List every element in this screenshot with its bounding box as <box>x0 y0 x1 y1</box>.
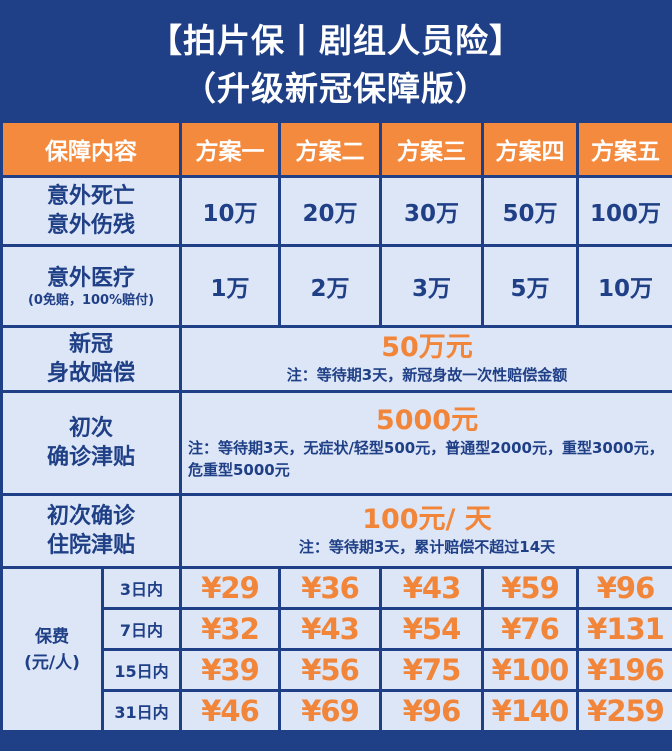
price-cell: ¥140 <box>481 689 579 733</box>
days-cell: 7日内 <box>101 607 182 651</box>
premium-row: 31日内 ¥46 ¥69 ¥96 ¥140 ¥259 <box>2 689 672 733</box>
premium-row: 15日内 ¥39 ¥56 ¥75 ¥100 ¥196 <box>2 648 672 692</box>
header-plan-3: 方案三 <box>379 120 484 178</box>
amount: 100元/ 天 <box>362 504 492 535</box>
label-line: 意外伤残 <box>46 213 135 238</box>
price-cell: ¥196 <box>576 648 672 692</box>
page-subtitle: （升级新冠保障版） <box>183 69 489 108</box>
merged-cell: 100元/ 天 注：等待期3天，累计赔偿不超过14天 <box>179 493 672 569</box>
price-cell: ¥36 <box>278 566 382 610</box>
label-line: 意外医疗 <box>46 265 135 291</box>
row-accident-death: 意外死亡 意外伤残 10万 20万 30万 50万 100万 <box>0 175 672 247</box>
plan-table: 保障内容 方案一 方案二 方案三 方案四 方案五 意外死亡 意外伤残 10万 2… <box>0 120 672 733</box>
label-line: 保费 <box>35 626 69 647</box>
merged-cell: 5000元 注：等待期3天，无症状/轻型500元，普通型2000元，重型3000… <box>179 390 672 496</box>
row-label: 初次确诊 住院津贴 <box>0 493 182 569</box>
label-line: 意外死亡 <box>46 184 135 209</box>
note: 注：等待期3天，新冠身故一次性赔偿金额 <box>286 366 568 384</box>
note: 注：等待期3天，累计赔偿不超过14天 <box>298 538 556 556</box>
price-cell: ¥54 <box>379 607 484 651</box>
price-cell: ¥131 <box>576 607 672 651</box>
header-plan-4: 方案四 <box>481 120 579 178</box>
value-cell: 10万 <box>576 244 672 328</box>
label-line: 初次 <box>68 416 113 441</box>
note: 注：等待期3天，无症状/轻型500元，普通型2000元，重型3000元，危重型5… <box>188 439 664 479</box>
price-cell: ¥59 <box>481 566 579 610</box>
label-line: 确诊津贴 <box>46 445 135 470</box>
row-hospital-allowance: 初次确诊 住院津贴 100元/ 天 注：等待期3天，累计赔偿不超过14天 <box>0 493 672 569</box>
premium-label: 保费 (元/人) <box>0 566 104 733</box>
header-plan-1: 方案一 <box>179 120 281 178</box>
amount: 50万元 <box>381 332 473 363</box>
value-cell: 1万 <box>179 244 281 328</box>
value-cell: 10万 <box>179 175 281 247</box>
header-plan-5: 方案五 <box>576 120 672 178</box>
label-line: 住院津贴 <box>46 533 135 558</box>
price-cell: ¥39 <box>179 648 281 692</box>
price-cell: ¥43 <box>379 566 484 610</box>
days-cell: 3日内 <box>101 566 182 610</box>
value-cell: 50万 <box>481 175 579 247</box>
row-accident-medical: 意外医疗 (0免赔，100%赔付) 1万 2万 3万 5万 10万 <box>0 244 672 328</box>
price-cell: ¥46 <box>179 689 281 733</box>
days-cell: 31日内 <box>101 689 182 733</box>
price-cell: ¥259 <box>576 689 672 733</box>
price-cell: ¥75 <box>379 648 484 692</box>
value-cell: 5万 <box>481 244 579 328</box>
amount: 5000元 <box>375 405 479 436</box>
value-cell: 20万 <box>278 175 382 247</box>
days-cell: 15日内 <box>101 648 182 692</box>
price-cell: ¥69 <box>278 689 382 733</box>
value-cell: 3万 <box>379 244 484 328</box>
label-sub: (0免赔，100%赔付) <box>27 292 155 308</box>
row-first-diagnosis: 初次 确诊津贴 5000元 注：等待期3天，无症状/轻型500元，普通型2000… <box>0 390 672 496</box>
price-cell: ¥29 <box>179 566 281 610</box>
price-cell: ¥56 <box>278 648 382 692</box>
premium-row: 7日内 ¥32 ¥43 ¥54 ¥76 ¥131 <box>2 607 672 651</box>
price-cell: ¥43 <box>278 607 382 651</box>
price-cell: ¥96 <box>576 566 672 610</box>
title-block: 【拍片保丨剧组人员险】 （升级新冠保障版） <box>0 0 672 118</box>
header-plan-2: 方案二 <box>278 120 382 178</box>
value-cell: 2万 <box>278 244 382 328</box>
label-line: 新冠 <box>68 332 113 357</box>
value-cell: 30万 <box>379 175 484 247</box>
premium-row: 保费 (元/人) 3日内 ¥29 ¥36 ¥43 ¥59 ¥96 <box>0 566 672 733</box>
page-title: 【拍片保丨剧组人员险】 <box>149 21 523 60</box>
label-line: (元/人) <box>24 652 80 673</box>
row-label: 意外死亡 意外伤残 <box>0 175 182 247</box>
price-cell: ¥96 <box>379 689 484 733</box>
label-line: 身故赔偿 <box>46 361 135 386</box>
row-covid-death: 新冠 身故赔偿 50万元 注：等待期3天，新冠身故一次性赔偿金额 <box>0 325 672 393</box>
value-cell: 100万 <box>576 175 672 247</box>
price-cell: ¥76 <box>481 607 579 651</box>
header-label: 保障内容 <box>0 120 182 178</box>
row-label: 意外医疗 (0免赔，100%赔付) <box>0 244 182 328</box>
header-row: 保障内容 方案一 方案二 方案三 方案四 方案五 <box>0 120 672 178</box>
merged-cell: 50万元 注：等待期3天，新冠身故一次性赔偿金额 <box>179 325 672 393</box>
row-label: 新冠 身故赔偿 <box>0 325 182 393</box>
label-line: 初次确诊 <box>46 504 135 529</box>
price-cell: ¥100 <box>481 648 579 692</box>
price-cell: ¥32 <box>179 607 281 651</box>
row-label: 初次 确诊津贴 <box>0 390 182 496</box>
